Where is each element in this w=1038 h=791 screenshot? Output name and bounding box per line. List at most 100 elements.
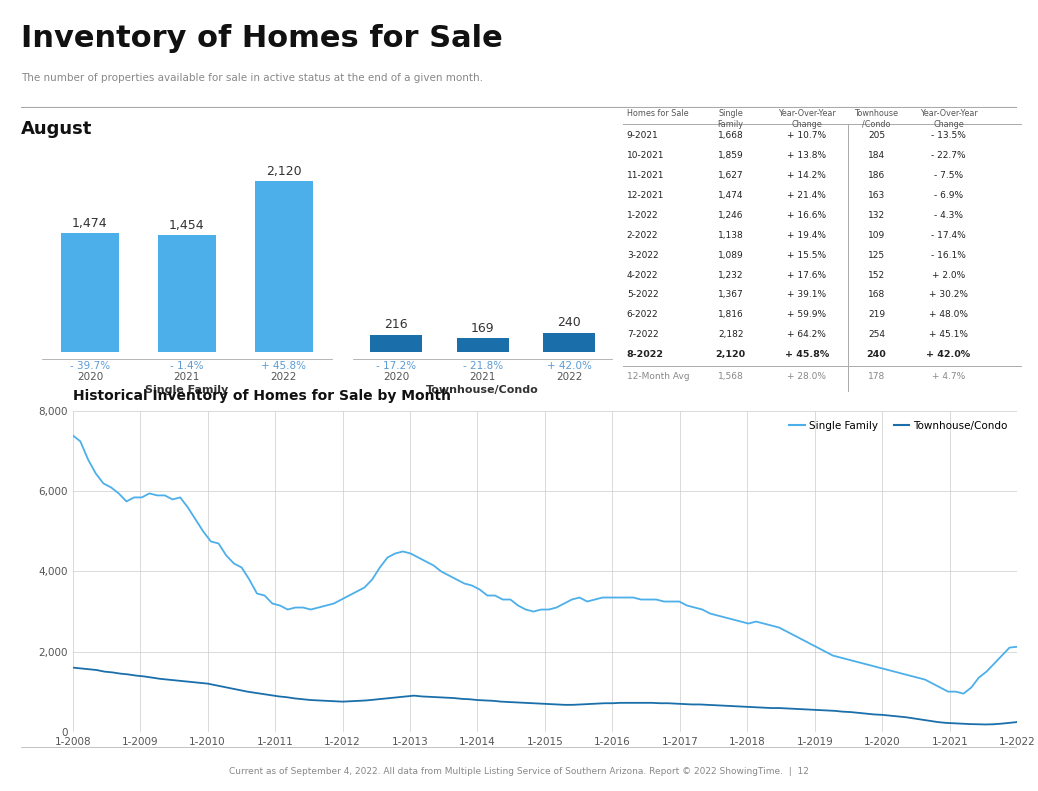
Text: 1,246: 1,246 xyxy=(718,211,743,220)
Text: 12-Month Avg: 12-Month Avg xyxy=(627,372,689,381)
Text: 1,138: 1,138 xyxy=(718,231,743,240)
Text: 11-2021: 11-2021 xyxy=(627,171,664,180)
Text: 216: 216 xyxy=(384,318,408,331)
Text: 2021: 2021 xyxy=(469,372,496,382)
Bar xyxy=(61,233,119,352)
Text: 178: 178 xyxy=(868,372,885,381)
Text: 2,182: 2,182 xyxy=(718,331,743,339)
Text: - 16.1%: - 16.1% xyxy=(931,251,966,259)
Text: 10-2021: 10-2021 xyxy=(627,151,664,160)
Text: + 45.8%: + 45.8% xyxy=(262,361,306,371)
Text: + 59.9%: + 59.9% xyxy=(787,310,826,320)
Text: 1,627: 1,627 xyxy=(718,171,743,180)
Text: 2,120: 2,120 xyxy=(266,165,301,178)
Text: - 13.5%: - 13.5% xyxy=(931,131,966,140)
Text: 6-2022: 6-2022 xyxy=(627,310,658,320)
Text: 169: 169 xyxy=(471,322,494,335)
Text: 1-2022: 1-2022 xyxy=(627,211,658,220)
Text: - 17.2%: - 17.2% xyxy=(376,361,416,371)
Text: 2021: 2021 xyxy=(173,372,200,382)
Text: Townhouse
/Condo: Townhouse /Condo xyxy=(854,109,899,129)
Text: Single Family: Single Family xyxy=(145,385,228,395)
Text: + 45.8%: + 45.8% xyxy=(785,350,828,359)
Text: + 42.0%: + 42.0% xyxy=(547,361,592,371)
Text: 125: 125 xyxy=(868,251,885,259)
Text: - 39.7%: - 39.7% xyxy=(70,361,110,371)
Text: + 16.6%: + 16.6% xyxy=(787,211,826,220)
Text: 1,367: 1,367 xyxy=(718,290,743,300)
Text: Current as of September 4, 2022. All data from Multiple Listing Service of South: Current as of September 4, 2022. All dat… xyxy=(229,766,809,776)
Text: - 1.4%: - 1.4% xyxy=(170,361,203,371)
Text: 1,474: 1,474 xyxy=(718,191,743,200)
Text: 2020: 2020 xyxy=(383,372,409,382)
Text: 2022: 2022 xyxy=(556,372,582,382)
Text: 1,474: 1,474 xyxy=(73,217,108,230)
Text: 240: 240 xyxy=(557,316,581,329)
Text: + 10.7%: + 10.7% xyxy=(787,131,826,140)
Bar xyxy=(543,333,595,352)
Text: 184: 184 xyxy=(868,151,885,160)
Bar xyxy=(371,335,422,352)
Text: 168: 168 xyxy=(868,290,885,300)
Text: 1,232: 1,232 xyxy=(718,271,743,279)
Text: 8-2022: 8-2022 xyxy=(627,350,663,359)
Text: + 15.5%: + 15.5% xyxy=(787,251,826,259)
Text: 186: 186 xyxy=(868,171,885,180)
Text: + 14.2%: + 14.2% xyxy=(787,171,826,180)
Text: 5-2022: 5-2022 xyxy=(627,290,658,300)
Text: 219: 219 xyxy=(868,310,885,320)
Text: 2020: 2020 xyxy=(77,372,103,382)
Text: 152: 152 xyxy=(868,271,885,279)
Text: + 42.0%: + 42.0% xyxy=(927,350,971,359)
Text: 1,668: 1,668 xyxy=(718,131,743,140)
Text: - 17.4%: - 17.4% xyxy=(931,231,966,240)
Text: 2022: 2022 xyxy=(271,372,297,382)
Text: 2-2022: 2-2022 xyxy=(627,231,658,240)
Text: Single
Family: Single Family xyxy=(717,109,743,129)
Text: + 21.4%: + 21.4% xyxy=(787,191,826,200)
Text: Homes for Sale: Homes for Sale xyxy=(627,109,688,118)
Text: + 39.1%: + 39.1% xyxy=(787,290,826,300)
Text: 3-2022: 3-2022 xyxy=(627,251,658,259)
Text: Historical Inventory of Homes for Sale by Month: Historical Inventory of Homes for Sale b… xyxy=(73,389,450,403)
Bar xyxy=(158,235,216,352)
Text: - 7.5%: - 7.5% xyxy=(934,171,963,180)
Text: 1,089: 1,089 xyxy=(718,251,743,259)
Text: 240: 240 xyxy=(867,350,886,359)
Text: + 28.0%: + 28.0% xyxy=(787,372,826,381)
Text: - 4.3%: - 4.3% xyxy=(934,211,963,220)
Text: Townhouse/Condo: Townhouse/Condo xyxy=(427,385,539,395)
Text: 109: 109 xyxy=(868,231,885,240)
Text: + 64.2%: + 64.2% xyxy=(787,331,826,339)
Text: - 21.8%: - 21.8% xyxy=(463,361,502,371)
Text: Inventory of Homes for Sale: Inventory of Homes for Sale xyxy=(21,24,502,53)
Text: 1,859: 1,859 xyxy=(718,151,743,160)
Text: + 17.6%: + 17.6% xyxy=(787,271,826,279)
Text: 12-2021: 12-2021 xyxy=(627,191,664,200)
Legend: Single Family, Townhouse/Condo: Single Family, Townhouse/Condo xyxy=(785,417,1012,435)
Text: 132: 132 xyxy=(868,211,885,220)
Text: - 22.7%: - 22.7% xyxy=(931,151,965,160)
Text: 1,454: 1,454 xyxy=(169,218,204,232)
Text: 4-2022: 4-2022 xyxy=(627,271,658,279)
Text: 163: 163 xyxy=(868,191,885,200)
Text: + 2.0%: + 2.0% xyxy=(932,271,965,279)
Text: Year-Over-Year
Change: Year-Over-Year Change xyxy=(920,109,978,129)
Text: 9-2021: 9-2021 xyxy=(627,131,658,140)
Bar xyxy=(457,339,509,352)
Text: 7-2022: 7-2022 xyxy=(627,331,658,339)
Text: + 48.0%: + 48.0% xyxy=(929,310,968,320)
Text: 254: 254 xyxy=(868,331,885,339)
Text: + 4.7%: + 4.7% xyxy=(932,372,965,381)
Text: The number of properties available for sale in active status at the end of a giv: The number of properties available for s… xyxy=(21,73,483,83)
Text: 1,816: 1,816 xyxy=(718,310,743,320)
Text: Year-Over-Year
Change: Year-Over-Year Change xyxy=(777,109,836,129)
Text: 1,568: 1,568 xyxy=(718,372,743,381)
Text: + 45.1%: + 45.1% xyxy=(929,331,968,339)
Bar xyxy=(254,181,312,352)
Text: + 13.8%: + 13.8% xyxy=(787,151,826,160)
Text: August: August xyxy=(21,119,92,138)
Text: 205: 205 xyxy=(868,131,885,140)
Text: + 30.2%: + 30.2% xyxy=(929,290,968,300)
Text: 2,120: 2,120 xyxy=(715,350,745,359)
